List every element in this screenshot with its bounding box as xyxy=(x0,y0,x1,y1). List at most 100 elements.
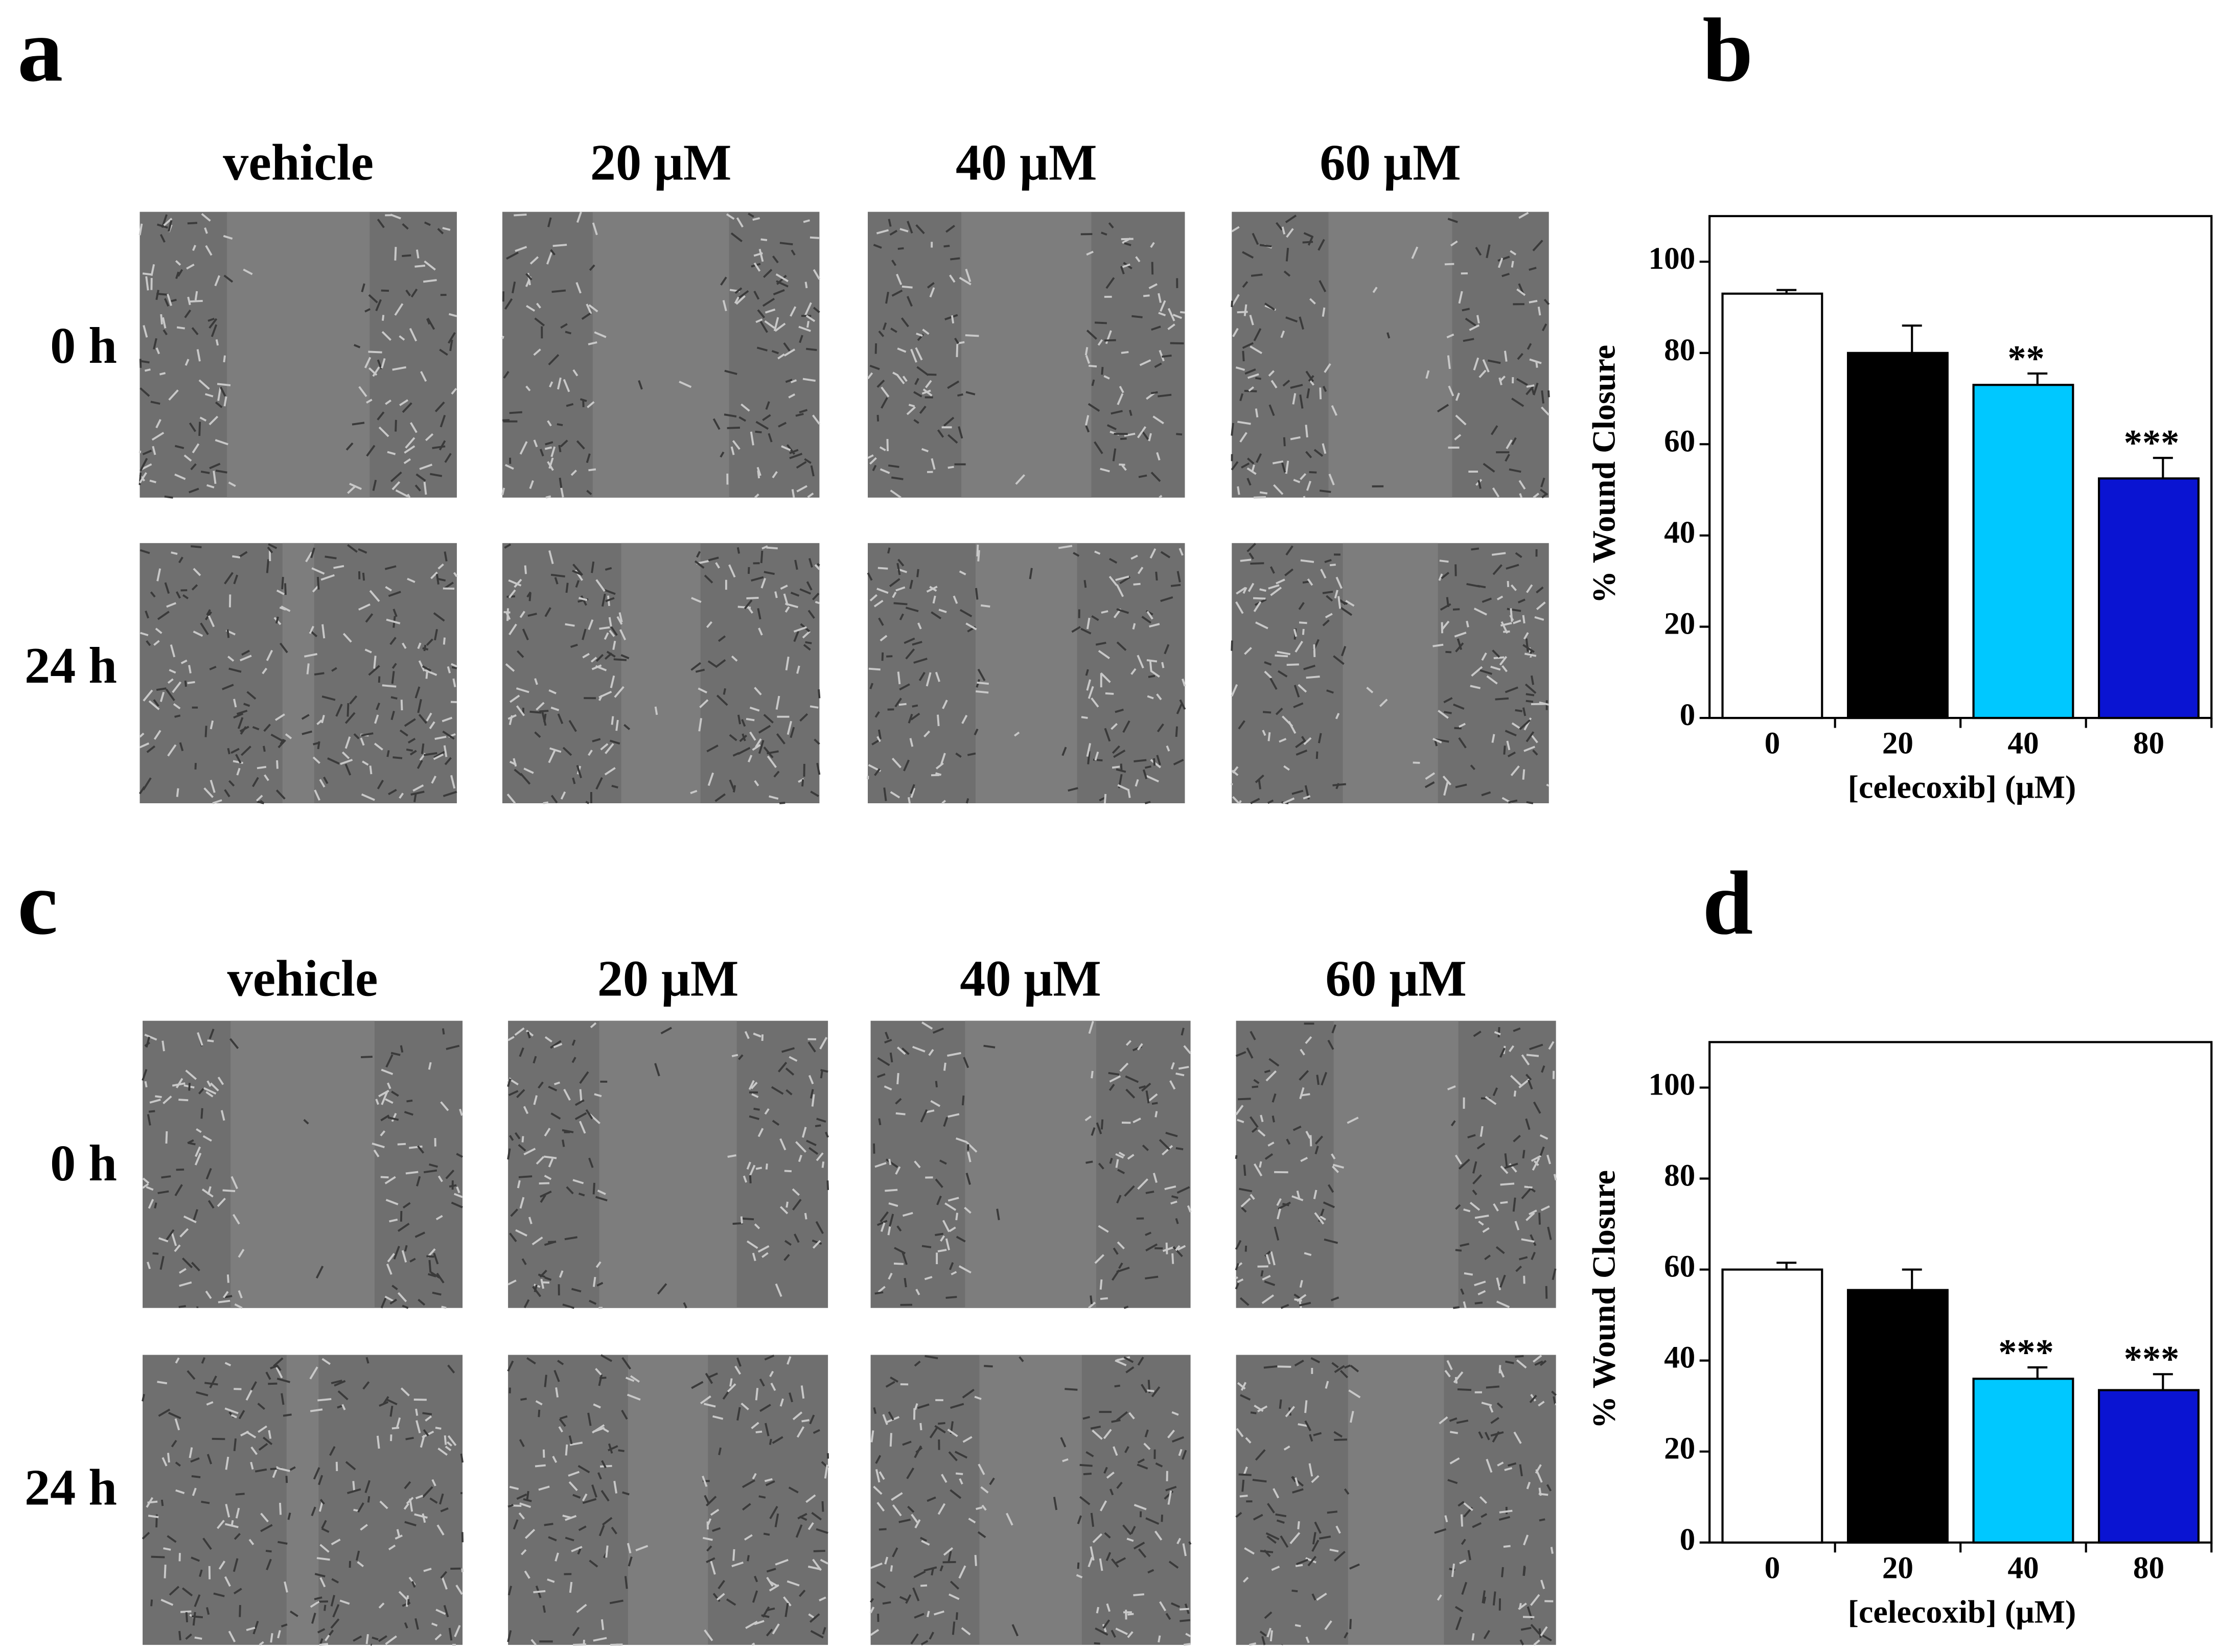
cell xyxy=(1485,1096,1497,1105)
cell xyxy=(523,1299,530,1309)
cell xyxy=(890,791,900,799)
cell xyxy=(1437,1594,1442,1601)
cell xyxy=(894,1247,906,1254)
cell xyxy=(422,1486,433,1498)
cell xyxy=(523,1498,532,1502)
cell xyxy=(918,671,926,681)
cell xyxy=(595,1261,602,1268)
cell xyxy=(174,445,184,449)
cell xyxy=(775,1283,782,1297)
cell xyxy=(762,1606,770,1618)
cell xyxy=(787,1356,792,1365)
cell xyxy=(1275,654,1288,658)
cell xyxy=(1511,261,1514,268)
cell xyxy=(935,762,944,770)
cell xyxy=(423,481,427,495)
cell xyxy=(508,589,516,598)
cell xyxy=(250,1381,257,1390)
cell xyxy=(1090,1295,1093,1305)
cell xyxy=(1124,1446,1129,1453)
cell xyxy=(815,1124,821,1127)
cell xyxy=(1251,273,1263,277)
x-tick-label: 0 xyxy=(1765,1550,1781,1585)
cell xyxy=(1240,1382,1247,1391)
cell xyxy=(762,414,771,421)
cell xyxy=(1454,564,1457,576)
cell xyxy=(398,1591,408,1600)
cell xyxy=(585,1109,593,1120)
cell xyxy=(798,1589,806,1597)
cell xyxy=(789,1056,798,1062)
cell xyxy=(223,396,227,407)
cell xyxy=(1486,1385,1499,1389)
cell xyxy=(1117,784,1128,791)
cell xyxy=(608,617,612,627)
cell xyxy=(915,347,923,361)
cell xyxy=(1533,1639,1540,1646)
cell xyxy=(1252,232,1259,245)
cell xyxy=(760,577,767,589)
cell xyxy=(623,724,631,730)
cell xyxy=(811,1094,815,1107)
cell xyxy=(1537,306,1541,316)
cell xyxy=(405,1436,414,1440)
cell xyxy=(904,637,915,644)
cell xyxy=(1170,1200,1177,1205)
micrograph xyxy=(507,1020,829,1309)
cell xyxy=(509,1232,517,1242)
cell xyxy=(1331,1024,1336,1034)
cell xyxy=(391,671,395,684)
cell xyxy=(341,751,350,759)
cell xyxy=(191,1475,201,1478)
cell xyxy=(1539,1360,1547,1366)
cell xyxy=(301,714,310,720)
cell xyxy=(1457,1388,1472,1391)
cell xyxy=(267,546,273,553)
cell xyxy=(532,1286,542,1297)
cell xyxy=(1540,406,1550,416)
cell xyxy=(917,622,922,630)
cell xyxy=(806,581,813,591)
cell xyxy=(164,582,170,594)
cell xyxy=(1231,226,1240,232)
cell xyxy=(209,1029,215,1039)
cell xyxy=(159,691,165,702)
cell xyxy=(796,665,800,674)
cell xyxy=(572,1626,580,1637)
cell xyxy=(914,1360,921,1367)
cell xyxy=(576,765,582,779)
cell xyxy=(967,752,976,756)
cell xyxy=(1168,1561,1179,1569)
cell xyxy=(538,1081,544,1089)
cell xyxy=(1321,1072,1328,1086)
cell xyxy=(879,446,886,452)
cell xyxy=(915,224,925,235)
cell xyxy=(1259,244,1272,248)
cell xyxy=(526,591,531,598)
cell xyxy=(368,294,378,304)
cell xyxy=(337,1390,349,1401)
cell xyxy=(548,1158,554,1168)
cell xyxy=(1276,222,1283,231)
cell xyxy=(1250,1116,1259,1128)
cell xyxy=(1277,670,1288,678)
cell xyxy=(610,675,615,688)
cell xyxy=(1283,270,1291,277)
cell xyxy=(560,487,564,498)
cell xyxy=(706,744,719,753)
cell xyxy=(1496,1402,1504,1409)
cell xyxy=(1314,1521,1322,1534)
cell xyxy=(204,611,212,621)
cell xyxy=(961,714,968,724)
cell xyxy=(385,586,392,592)
cell xyxy=(1104,339,1116,342)
cell xyxy=(1442,775,1452,786)
cell xyxy=(654,706,658,715)
cell xyxy=(1251,1127,1258,1133)
cell xyxy=(501,335,504,339)
cell xyxy=(718,1580,725,1590)
cell xyxy=(753,1107,760,1111)
cell xyxy=(602,1517,613,1526)
cell xyxy=(1235,1276,1238,1279)
cell xyxy=(273,1357,284,1367)
